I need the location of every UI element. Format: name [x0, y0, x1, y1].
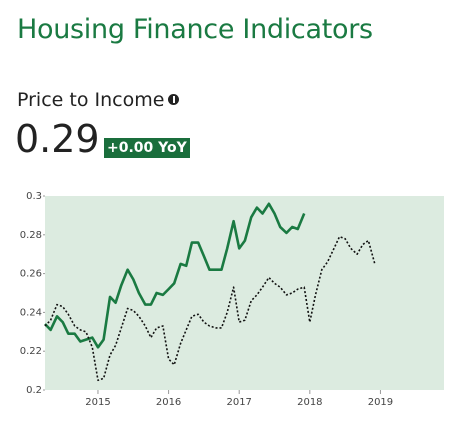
y-tick-label: 0.24: [20, 307, 42, 318]
y-tick-label: 0.22: [20, 346, 42, 357]
series-line: [44, 235, 376, 382]
y-tick-label: 0.2: [26, 385, 42, 396]
info-icon[interactable]: [168, 94, 180, 105]
x-tick-label: 2017: [226, 397, 251, 408]
x-tick-label: 2015: [85, 397, 110, 408]
plot-background: [45, 196, 444, 390]
x-tick-label: 2018: [297, 397, 322, 408]
x-tick-label: 2019: [368, 397, 393, 408]
y-tick-label: 0.28: [20, 230, 42, 241]
y-tick-label: 0.3: [26, 191, 42, 202]
x-tick-label: 2016: [156, 397, 181, 408]
chart: 0.2 0.22 0.24 0.26 0.28 0.3 2015 2016 2017 2018 20…: [20, 191, 444, 408]
page-title: Housing Finance Indicators: [17, 14, 373, 45]
indicator-label: Price to Income: [17, 89, 165, 111]
change-badge: +0.00 YoY: [104, 138, 190, 158]
y-tick-label: 0.26: [20, 269, 42, 280]
indicator-name: Price to Income: [17, 89, 180, 111]
series-line: [44, 202, 306, 349]
indicator-value: 0.29: [15, 117, 100, 161]
